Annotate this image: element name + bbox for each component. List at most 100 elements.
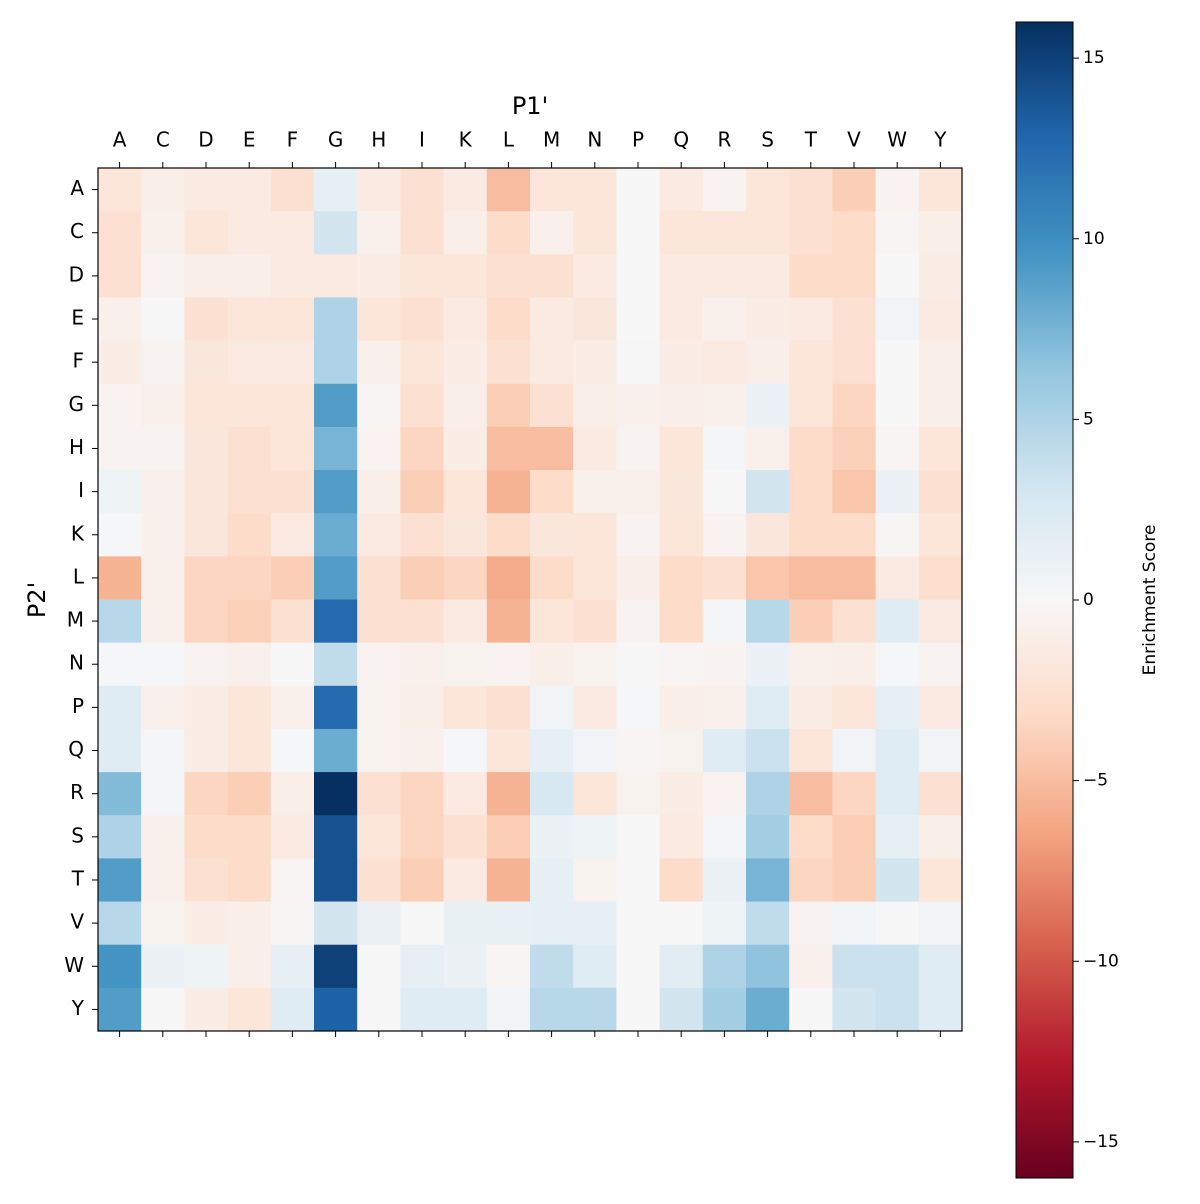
heatmap-cell <box>659 470 704 514</box>
heatmap-cell <box>832 772 877 816</box>
heatmap-cell <box>270 772 315 816</box>
heatmap-cell <box>400 297 445 342</box>
heatmap-cell <box>746 556 790 600</box>
x-tick-label: I <box>419 128 425 152</box>
heatmap-cell <box>270 470 315 514</box>
y-tick-label: R <box>70 780 84 804</box>
heatmap-cell <box>573 815 617 859</box>
colorbar-tick-label: 10 <box>1083 229 1105 249</box>
heatmap-cell <box>98 599 142 644</box>
heatmap-cell <box>400 944 445 989</box>
heatmap-cell <box>789 772 833 816</box>
heatmap-cell <box>573 901 617 946</box>
heatmap-cell <box>918 513 963 557</box>
heatmap-cell <box>918 772 963 816</box>
heatmap-cell <box>314 901 358 946</box>
heatmap-cell <box>918 254 963 298</box>
heatmap-cell <box>227 470 272 514</box>
heatmap-cell <box>659 642 704 687</box>
heatmap-cell <box>573 211 617 255</box>
heatmap-cell <box>443 340 488 385</box>
heatmap-cell <box>659 599 704 644</box>
x-tick-label: S <box>761 128 774 152</box>
heatmap-cell <box>270 728 315 773</box>
heatmap-cell <box>227 642 272 687</box>
heatmap-cell <box>832 901 877 946</box>
heatmap-cell <box>141 513 185 557</box>
heatmap-cell <box>227 901 272 946</box>
x-tick-label: A <box>113 128 127 152</box>
heatmap-cell <box>530 297 574 342</box>
heatmap-cell <box>400 168 445 212</box>
heatmap-cell <box>141 728 185 773</box>
heatmap-cell <box>141 426 185 471</box>
heatmap-cell <box>746 944 790 989</box>
x-tick-label: T <box>804 128 818 152</box>
heatmap-cell <box>659 168 704 212</box>
heatmap-cell <box>616 211 661 255</box>
y-tick-label: G <box>69 392 85 416</box>
heatmap-cell <box>832 642 877 687</box>
heatmap-cell <box>314 815 358 859</box>
heatmap-cell <box>702 987 747 1032</box>
heatmap-cell <box>832 470 877 514</box>
heatmap-cell <box>98 211 142 255</box>
heatmap-cell <box>832 987 877 1032</box>
y-tick-label: T <box>71 866 85 890</box>
heatmap-cell <box>98 340 142 385</box>
heatmap-cell <box>530 944 574 989</box>
heatmap-cell <box>746 772 790 816</box>
heatmap-cell <box>702 772 747 816</box>
heatmap-cell <box>875 556 920 600</box>
heatmap-cell <box>486 513 531 557</box>
x-tick-label: Q <box>673 128 689 152</box>
heatmap-cell <box>357 513 401 557</box>
heatmap-cell <box>184 168 229 212</box>
heatmap-cell <box>918 168 963 212</box>
heatmap-cell <box>702 642 747 687</box>
colorbar-tick-label: 0 <box>1083 590 1094 610</box>
heatmap-cell <box>357 426 401 471</box>
heatmap-cell <box>314 211 358 255</box>
heatmap-cell <box>443 599 488 644</box>
heatmap-cell <box>616 340 661 385</box>
heatmap-cell <box>573 599 617 644</box>
heatmap-cell <box>573 513 617 557</box>
heatmap-cell <box>486 297 531 342</box>
heatmap-cell <box>746 642 790 687</box>
heatmap-cell <box>357 858 401 903</box>
heatmap-cell <box>270 642 315 687</box>
heatmap-cell <box>702 858 747 903</box>
heatmap-cell <box>918 944 963 989</box>
heatmap-cell <box>702 340 747 385</box>
y-tick-label: C <box>70 219 84 243</box>
heatmap-cell <box>746 340 790 385</box>
heatmap-cell <box>659 901 704 946</box>
x-tick-label: R <box>717 128 731 152</box>
heatmap-cell <box>659 685 704 730</box>
heatmap-cell <box>832 168 877 212</box>
heatmap-cell <box>573 254 617 298</box>
heatmap-cell <box>530 470 574 514</box>
heatmap-cell <box>875 168 920 212</box>
heatmap-cell <box>616 987 661 1032</box>
y-tick-label: N <box>69 651 84 675</box>
heatmap-cell <box>357 642 401 687</box>
heatmap-cell <box>832 944 877 989</box>
heatmap-cell <box>227 340 272 385</box>
heatmap-cell <box>918 470 963 514</box>
heatmap-cell <box>141 642 185 687</box>
heatmap-cell <box>314 470 358 514</box>
heatmap-cell <box>400 426 445 471</box>
heatmap-cell <box>141 556 185 600</box>
heatmap-cell <box>400 556 445 600</box>
heatmap-cell <box>918 340 963 385</box>
heatmap-cell <box>530 168 574 212</box>
heatmap-cell <box>357 211 401 255</box>
heatmap-cell <box>702 470 747 514</box>
heatmap-cell <box>141 168 185 212</box>
heatmap-cell <box>832 556 877 600</box>
heatmap-cell <box>702 815 747 859</box>
heatmap-cell <box>789 642 833 687</box>
